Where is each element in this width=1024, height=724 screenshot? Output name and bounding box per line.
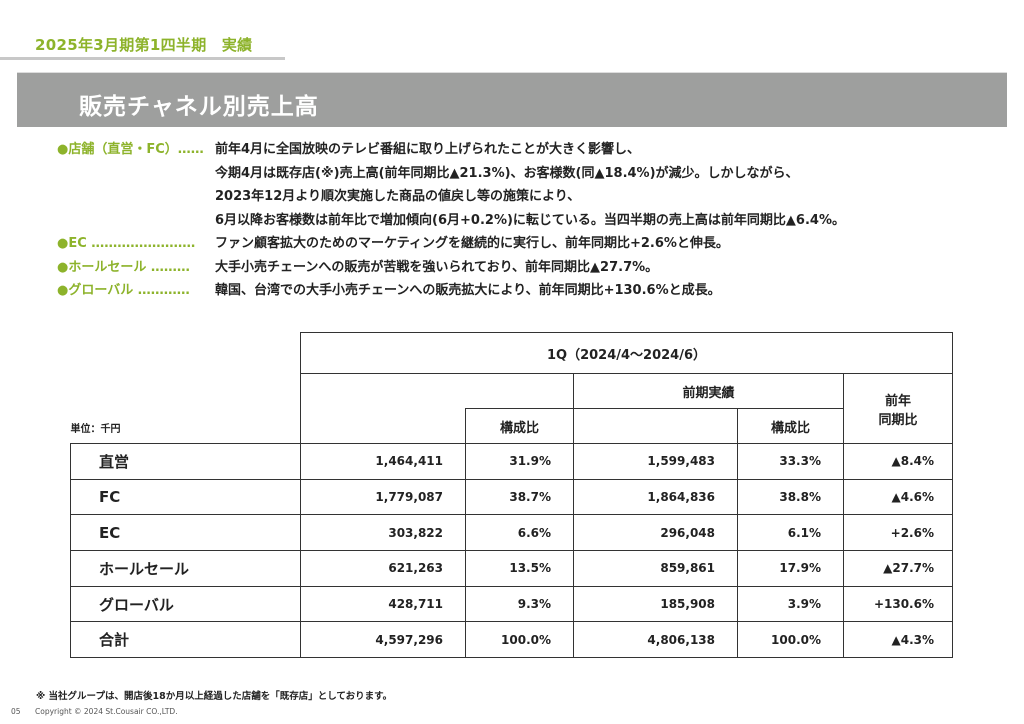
row-label: グローバル [70,585,301,623]
cell-ratio: 38.7% [465,478,574,516]
cell-value: 4,597,296 [300,621,466,659]
cell-yoy: ▲8.4% [843,443,953,480]
cell-yoy: ▲4.3% [843,621,953,659]
cell-ratio: 13.5% [465,550,574,587]
bullet-text: 前年4月に全国放映のテレビ番組に取り上げられたことが大きく影響し、 [215,142,641,157]
cell-prior-ratio: 100.0% [737,621,844,659]
bullet-label: ●ホールセール [57,259,147,275]
bullet-label: ●店舗（直営・FC） [57,142,178,157]
title-banner: 販売チャネル別売上高 [17,72,1007,127]
row-label: EC [70,514,301,552]
channel-commentary: ●店舗（直営・FC）…… 前年4月に全国放映のテレビ番組に取り上げられたことが大… [57,138,845,303]
yoy-header: 前年 同期比 [843,373,953,444]
bullet-text: 2023年12月より順次実施した商品の値戻し等の施策により、 [215,189,581,204]
cell-yoy: ▲4.6% [843,478,953,516]
cell-prior-ratio: 6.1% [737,514,844,552]
cell-ratio: 31.9% [465,443,574,480]
leader-dots: ………… [137,283,190,298]
row-label: ホールセール [70,550,301,587]
cell-prior-ratio: 38.8% [737,478,844,516]
cell-prior: 1,599,483 [573,443,738,480]
cell-ratio: 6.6% [465,514,574,552]
copyright: Copyright © 2024 St.Cousair CO.,LTD. [35,707,178,716]
table-row: EC 303,822 6.6% 296,048 6.1% +2.6% [70,514,953,552]
cell-prior: 296,048 [573,514,738,552]
bullet-label: ●グローバル [57,283,134,298]
cell-prior-ratio: 3.9% [737,585,844,623]
table-row: 直営 1,464,411 31.9% 1,599,483 33.3% ▲8.4% [70,443,953,480]
cell-prior-ratio: 17.9% [737,550,844,587]
cell-prior: 1,864,836 [573,478,738,516]
period-heading: 2025年3月期第1四半期 実績 [35,36,253,54]
row-label: 直営 [70,443,301,480]
table-row: 合計 4,597,296 100.0% 4,806,138 100.0% ▲4.3% [70,621,953,659]
divider [0,57,285,60]
cell-value: 428,711 [300,585,466,623]
bullet-wholesale: ●ホールセール ……… 大手小売チェーンへの販売が苦戦を強いられており、前年同期… [57,256,845,280]
bullet-text: 韓国、台湾での大手小売チェーンへの販売拡大により、前年同期比+130.6%と成長… [215,283,721,298]
cell-yoy: ▲27.7% [843,550,953,587]
cell-ratio: 100.0% [465,621,574,659]
cell-value: 1,464,411 [300,443,466,480]
cell-prior: 4,806,138 [573,621,738,659]
prior-header: 前期実績 [573,373,844,409]
bullet-text: 大手小売チェーンへの販売が苦戦を強いられており、前年同期比▲27.7%。 [215,259,659,275]
cell-value: 621,263 [300,550,466,587]
ratio-header: 構成比 [465,408,574,444]
cell-value: 303,822 [300,514,466,552]
prior-ratio-header: 構成比 [737,408,844,444]
bullet-ec: ●EC …………………… ファン顧客拡大のためのマーケティングを継続的に実行し、… [57,232,845,256]
row-label: FC [70,478,301,516]
table-row: ホールセール 621,263 13.5% 859,861 17.9% ▲27.7% [70,550,953,587]
footnote: ※ 当社グループは、開店後18か月以上経過した店舗を「既存店」としております。 [36,691,393,702]
bullet-text: 6月以降お客様数は前年比で増加傾向(6月+0.2%)に転じている。当四半期の売上… [215,212,845,228]
cell-prior: 859,861 [573,550,738,587]
cell-yoy: +2.6% [843,514,953,552]
bullet-text: ファン顧客拡大のためのマーケティングを継続的に実行し、前年同期比+2.6%と伸長… [215,236,729,251]
table-row: FC 1,779,087 38.7% 1,864,836 38.8% ▲4.6% [70,478,953,516]
cell-value: 1,779,087 [300,478,466,516]
cell-prior-ratio: 33.3% [737,443,844,480]
leader-dots: …………………… [91,236,196,251]
period-header: 1Q（2024/4～2024/6） [300,332,953,374]
unit-label: 単位：千円 [70,408,301,444]
table-row: グローバル 428,711 9.3% 185,908 3.9% +130.6% [70,585,953,623]
leader-dots: …… [177,142,204,157]
prior-value-header [573,408,738,444]
page-title: 販売チャネル別売上高 [79,94,319,120]
cell-prior: 185,908 [573,585,738,623]
bullet-global: ●グローバル ………… 韓国、台湾での大手小売チェーンへの販売拡大により、前年同… [57,279,845,303]
cell-ratio: 9.3% [465,585,574,623]
sales-by-channel-table: 1Q（2024/4～2024/6） 前期実績 前年 同期比 単位：千円 構成比 構… [70,332,953,659]
bullet-label: ●EC [57,236,87,251]
leader-dots: ……… [150,259,190,275]
bullet-text: 今期4月は既存店(※)売上高(前年同期比▲21.3%)、お客様数(同▲18.4%… [215,165,799,181]
page-number: 05 [11,707,21,716]
cell-yoy: +130.6% [843,585,953,623]
bullet-stores: ●店舗（直営・FC）…… 前年4月に全国放映のテレビ番組に取り上げられたことが大… [57,138,845,162]
row-label: 合計 [70,621,301,659]
